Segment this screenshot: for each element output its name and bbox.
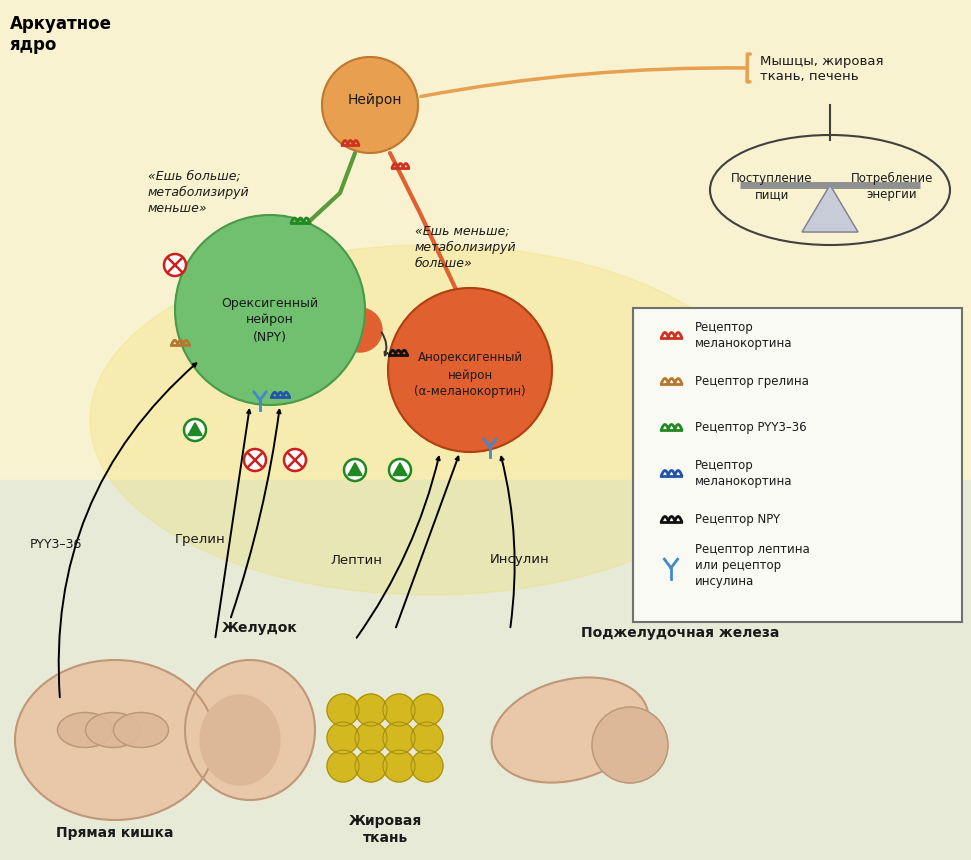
Text: Потребление
энергии: Потребление энергии: [851, 172, 933, 201]
Text: Прямая кишка: Прямая кишка: [56, 826, 174, 840]
Text: Лептин: Лептин: [330, 554, 382, 567]
Text: Рецептор NPY: Рецептор NPY: [695, 513, 780, 526]
Circle shape: [175, 215, 365, 405]
Text: Рецептор
меланокортина: Рецептор меланокортина: [695, 322, 792, 351]
Text: Аркуатное
ядро: Аркуатное ядро: [10, 15, 112, 54]
Circle shape: [355, 694, 387, 726]
Polygon shape: [393, 463, 407, 476]
Text: Рецептор PYY3–36: Рецептор PYY3–36: [695, 421, 807, 434]
Circle shape: [383, 694, 415, 726]
Bar: [0, 480, 971, 860]
Text: «Ешь больше;
метаболизируй
меньше»: «Ешь больше; метаболизируй меньше»: [148, 170, 250, 215]
Text: Мышцы, жировая
ткань, печень: Мышцы, жировая ткань, печень: [760, 55, 884, 83]
Circle shape: [338, 308, 382, 352]
Circle shape: [592, 707, 668, 783]
Ellipse shape: [185, 660, 315, 800]
Ellipse shape: [85, 712, 141, 747]
Text: PYY3–36: PYY3–36: [30, 538, 83, 551]
Polygon shape: [348, 463, 362, 476]
Text: Орексигенный
нейрон
(NPY): Орексигенный нейрон (NPY): [221, 297, 318, 343]
Text: Рецептор лептина
или рецептор
инсулина: Рецептор лептина или рецептор инсулина: [695, 544, 810, 588]
Circle shape: [164, 254, 186, 276]
Circle shape: [411, 750, 443, 782]
Ellipse shape: [57, 712, 113, 747]
Circle shape: [327, 750, 359, 782]
Circle shape: [344, 459, 366, 481]
Circle shape: [355, 722, 387, 754]
Ellipse shape: [114, 712, 169, 747]
FancyBboxPatch shape: [633, 308, 962, 622]
Bar: [0, 0, 971, 500]
Ellipse shape: [15, 660, 215, 820]
Text: Рецептор грелина: Рецептор грелина: [695, 376, 809, 389]
Text: Инсулин: Инсулин: [490, 554, 550, 567]
Ellipse shape: [491, 678, 649, 783]
Text: Грелин: Грелин: [175, 533, 225, 546]
Circle shape: [322, 57, 418, 153]
Text: Поджелудочная железа: Поджелудочная железа: [581, 626, 779, 640]
Circle shape: [411, 694, 443, 726]
Text: Рецептор
меланокортина: Рецептор меланокортина: [695, 459, 792, 488]
Circle shape: [327, 694, 359, 726]
Ellipse shape: [90, 245, 770, 595]
Circle shape: [327, 722, 359, 754]
Polygon shape: [802, 185, 858, 232]
Text: «Ешь меньше;
метаболизируй
больше»: «Ешь меньше; метаболизируй больше»: [415, 225, 517, 270]
Circle shape: [411, 722, 443, 754]
Polygon shape: [187, 423, 202, 435]
Circle shape: [388, 288, 552, 452]
Text: Жировая
ткань: Жировая ткань: [349, 814, 421, 845]
Ellipse shape: [200, 695, 280, 785]
Circle shape: [284, 449, 306, 471]
Circle shape: [383, 750, 415, 782]
Text: Анорексигенный
нейрон
(α-меланокортин): Анорексигенный нейрон (α-меланокортин): [415, 352, 526, 398]
Circle shape: [355, 750, 387, 782]
Text: Желудок: Желудок: [222, 621, 298, 635]
Text: Нейрон: Нейрон: [348, 93, 402, 107]
Circle shape: [184, 419, 206, 441]
Circle shape: [389, 459, 411, 481]
Circle shape: [383, 722, 415, 754]
Circle shape: [244, 449, 266, 471]
Text: Поступление
пищи: Поступление пищи: [731, 172, 813, 201]
